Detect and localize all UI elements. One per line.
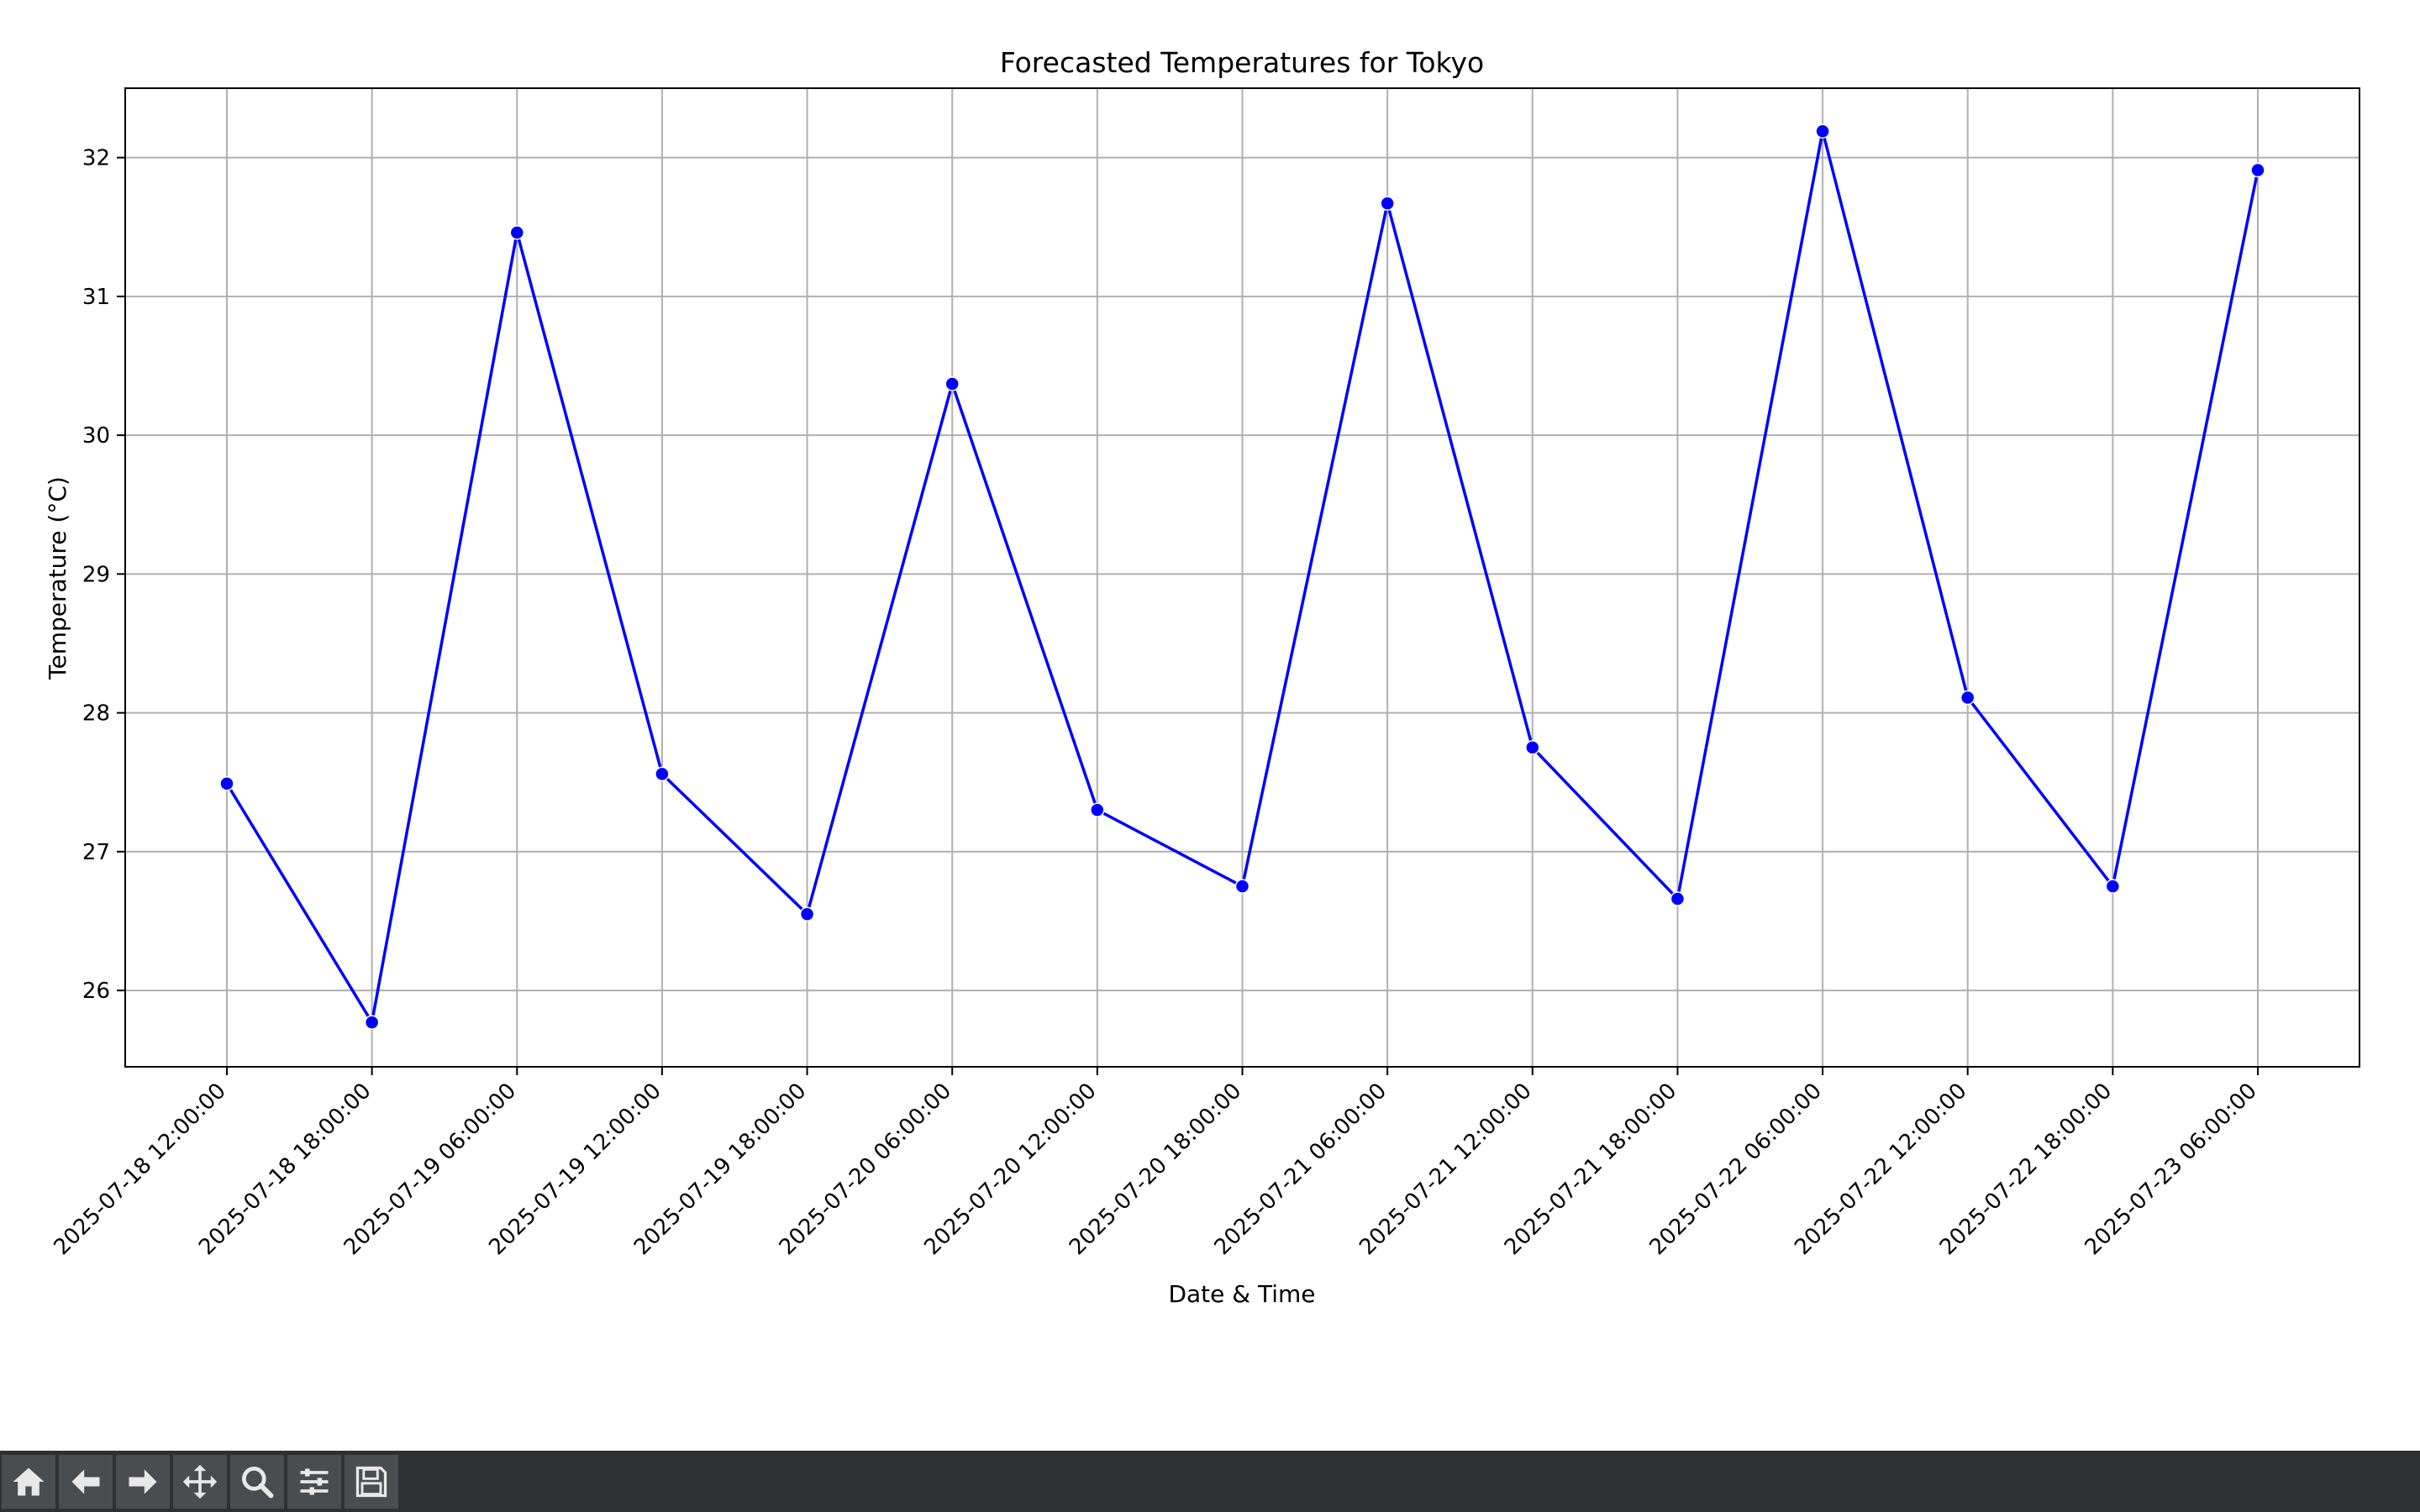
chart-title: Forecasted Temperatures for Tokyo [1000, 46, 1484, 79]
y-tick-label: 30 [82, 423, 110, 449]
navigation-toolbar [0, 1451, 2420, 1512]
pan-icon [182, 1464, 218, 1499]
zoom-icon [242, 1466, 274, 1498]
configure-subplots-button[interactable] [287, 1454, 341, 1509]
data-point [2250, 162, 2265, 178]
series-layer [219, 123, 2265, 1030]
data-point [1090, 802, 1105, 818]
zoom-button[interactable] [230, 1454, 284, 1509]
plot-area-frame [124, 87, 2360, 1068]
back-button[interactable] [59, 1454, 113, 1509]
figure: Forecasted Temperatures for Tokyo Temper… [44, 46, 2360, 1308]
y-tick-label: 31 [82, 285, 110, 310]
data-point [1234, 879, 1250, 894]
configure-subplots-icon [300, 1467, 329, 1495]
y-tick-label: 28 [82, 701, 110, 727]
save-icon [355, 1466, 387, 1497]
pan-button[interactable] [173, 1454, 227, 1509]
data-point [944, 376, 960, 391]
data-point [1380, 196, 1395, 211]
data-point [509, 225, 525, 240]
data-point [799, 906, 815, 921]
save-button[interactable] [345, 1454, 398, 1509]
y-axis-ticks: 26 27 28 29 30 31 32 [82, 146, 125, 1004]
y-tick-label: 29 [82, 562, 110, 587]
data-point [655, 766, 670, 782]
data-point [1525, 740, 1540, 755]
back-arrow-icon [71, 1468, 100, 1494]
forward-arrow-icon [129, 1468, 157, 1494]
data-point [1670, 891, 1686, 906]
data-point [364, 1015, 380, 1030]
x-axis-label: Date & Time [1168, 1280, 1315, 1308]
home-button[interactable] [2, 1454, 55, 1509]
data-point [2105, 879, 2121, 894]
forward-button[interactable] [116, 1454, 170, 1509]
line-chart: Forecasted Temperatures for Tokyo Temper… [44, 46, 2360, 1308]
data-point [1960, 690, 1975, 706]
data-point [219, 776, 234, 791]
home-icon [13, 1467, 45, 1495]
y-tick-label: 26 [82, 979, 110, 1004]
y-tick-label: 27 [82, 840, 110, 865]
y-tick-label: 32 [82, 146, 110, 171]
y-axis-label: Temperature (°C) [44, 476, 71, 680]
data-point [1815, 123, 1830, 139]
grid [125, 88, 2360, 1067]
